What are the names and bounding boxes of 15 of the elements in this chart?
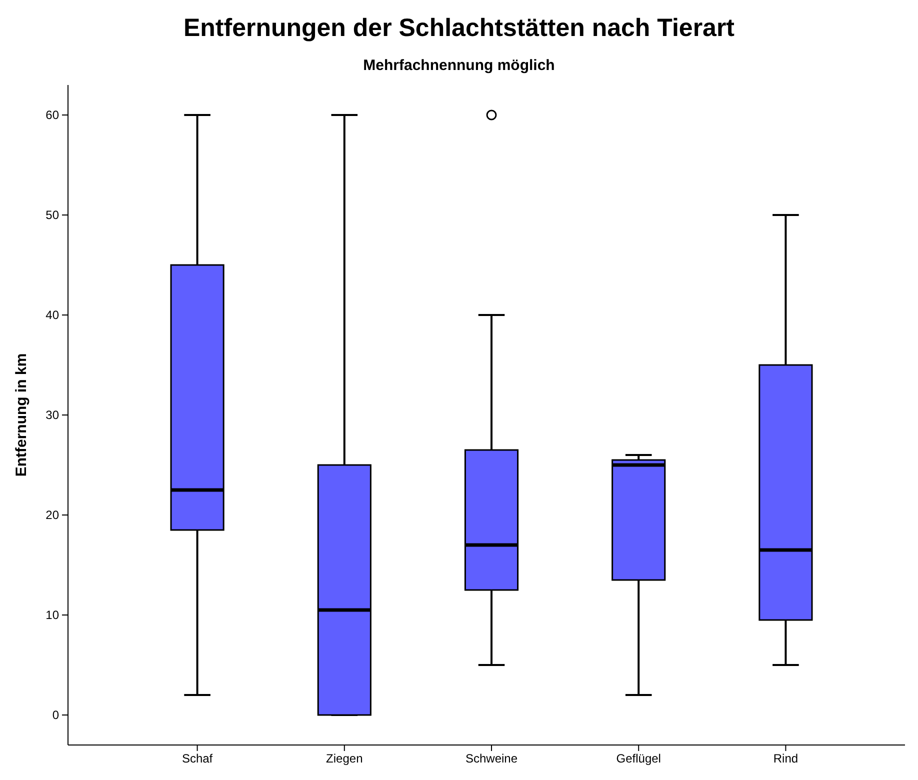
y-tick-label: 30 [46, 408, 60, 422]
x-tick-label: Schaf [182, 752, 214, 766]
chart-subtitle: Mehrfachnennung möglich [363, 57, 555, 74]
x-tick-label: Schweine [465, 752, 518, 766]
x-tick-label: Geflügel [616, 752, 661, 766]
chart-title: Entfernungen der Schlachtstätten nach Tierart [183, 14, 736, 42]
x-tick-label: Rind [773, 752, 798, 766]
x-tick-label: Ziegen [326, 752, 363, 766]
y-tick-label: 10 [46, 608, 60, 622]
y-tick-label: 50 [46, 208, 60, 222]
y-tick-label: 0 [52, 708, 60, 722]
y-tick-label: 40 [46, 308, 60, 322]
y-tick-label: 20 [46, 508, 60, 522]
y-tick-label: 60 [46, 108, 60, 122]
y-axis-title: Entfernung in km [13, 353, 30, 477]
